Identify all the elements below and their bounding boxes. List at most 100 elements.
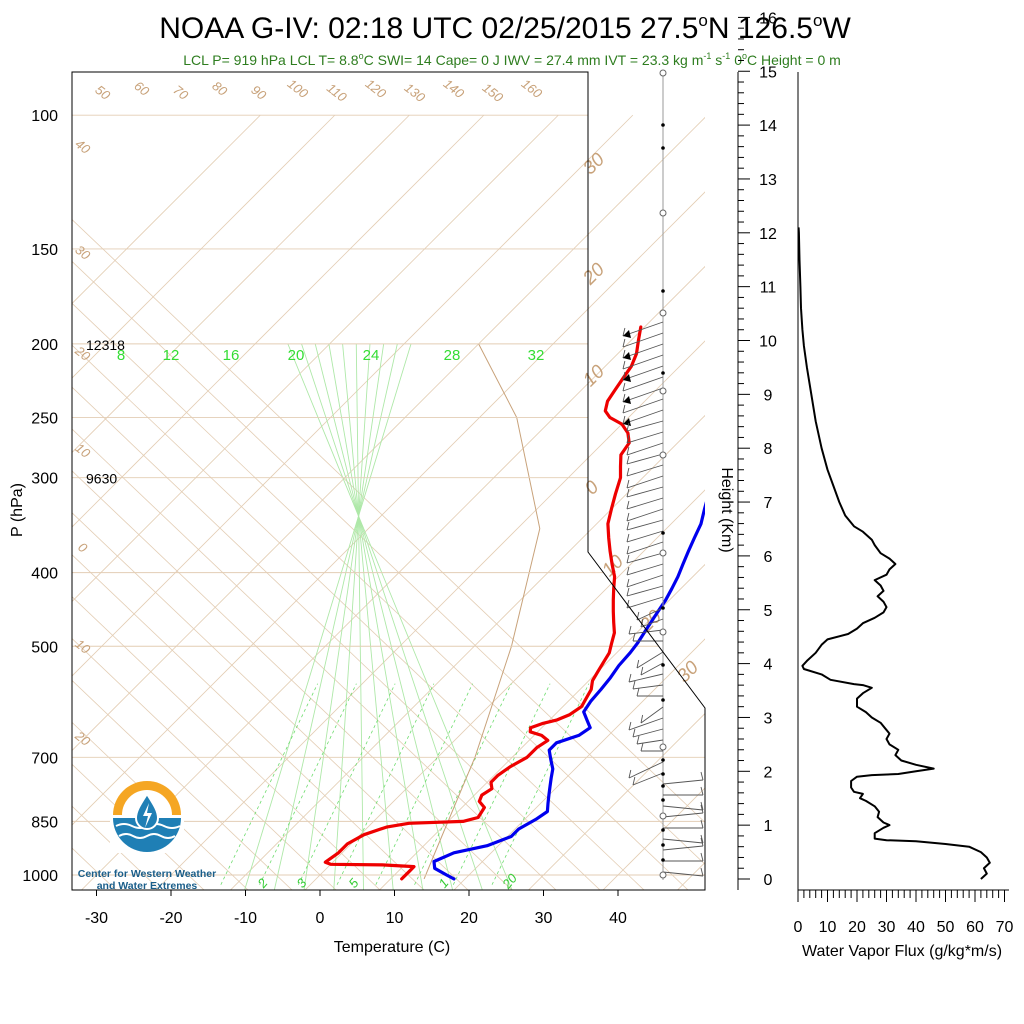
temperature-tick-label: 30 [535,910,553,927]
skewt-background-lines [72,114,705,890]
wind-barb-staff [636,651,664,669]
wind-staff-dot [661,123,665,127]
dewpoint-trace [323,325,643,881]
wind-barb-staff [622,398,664,414]
isotherm-line [155,340,705,890]
isotherm-line [72,114,634,677]
wind-barb-feather [632,632,636,642]
background-line-labels: 50 60 70 80 90 100 110 120 130 140 150 160403020100… [72,76,704,892]
moist-adiabat-line [303,343,385,890]
temperature-tick-label: 0 [316,910,325,927]
wind-staff-circle [659,743,667,751]
temperature-tick-labels: -30 -20 -10 0 10 20 30 40 [85,890,627,927]
wind-barb-feather [700,834,704,844]
isotherm-line [378,563,705,890]
pressure-tick-label: 400 [31,566,58,583]
pressure-tick-label: 200 [31,337,58,354]
mixing-ratio-line [375,683,473,885]
pressure-tick-labels: 100 150 200 250 300 400 500 700 850 1000 [22,108,58,885]
dry-adiabat-label: 150 [480,80,507,106]
wind-barb-feather [626,599,630,609]
wind-barb-staff [640,662,664,676]
mixing-ratio-label: 20 [288,347,305,364]
geopotential-height-label: 12318 [86,337,125,353]
wind-barb-feather [626,545,630,555]
height-tick-label: 11 [760,280,777,297]
wind-staff-dot [661,146,665,150]
wind-barb-staff [632,728,664,738]
pressure-tick-label: 850 [31,814,58,831]
wind-staff-circle [659,451,667,459]
wind-barb-staff [626,530,664,543]
isotherm-line [72,114,485,528]
wind-staff-dot [661,758,665,762]
mixing-ratio-label: 8 [117,347,125,364]
mixing-ratio-label: 12 [163,347,180,364]
wind-barb-feather [700,804,704,814]
wind-barb-feather [640,618,644,628]
wind-staff-dot [661,289,665,293]
flux-tick-labels: 0 10 20 30 40 50 60 70 [794,890,1014,936]
height-tick-label: 5 [764,603,773,620]
wind-barb-staff [640,706,664,724]
wind-barb-feather [622,338,626,348]
wind-barb-staff [626,431,664,444]
flux-tick-label: 20 [848,919,866,936]
wind-staff-dot [661,772,665,776]
moist-adiabat-line [333,343,371,890]
temperature-tick-label: -20 [159,910,182,927]
wind-barb-staff [622,376,664,392]
height-tick-label: 2 [764,764,773,781]
wind-barb-staff [622,354,664,370]
temperature-tick-label: -10 [234,910,257,927]
logo-text-line1: Center for Western Weather [78,868,216,880]
isotherm-line [527,712,705,890]
dry-adiabat-line [72,470,513,890]
moist-adiabat-line [328,343,424,890]
mixing-ratio-line [491,683,590,885]
wind-barb-feather [628,625,632,635]
chart-title: NOAA G-IV: 02:18 UTC 02/25/2015 27.5oN 1… [159,11,851,45]
dry-adiabat-line [72,554,425,890]
wind-barb-feather [632,680,636,690]
logo-wave-2 [118,833,176,839]
dry-adiabat-label-left: 0 [75,539,91,556]
moist-adiabat-line [301,343,483,890]
mixing-ratio-label-lower: 2 [254,875,271,892]
wind-barb-feather [626,434,630,444]
isotherm-line [72,116,705,752]
wind-barb-feather [700,771,704,781]
mixing-ratio-line [259,683,357,885]
dry-adiabat-label: 90 [248,82,269,103]
wind-barb-staff [662,805,704,811]
wind-barb-feather [632,776,636,786]
wind-barb-staff [636,739,664,745]
height-tick-label: 13 [759,172,777,189]
isotherm-line [72,114,336,379]
moist-adiabat-line [287,343,513,890]
isotherm-line [304,489,705,890]
wind-barb-feather [636,659,640,669]
height-tick-label: 10 [759,334,777,351]
isotherm-line [453,638,705,890]
dry-adiabat-label-left: 30 [72,242,93,263]
wind-barb-staff [626,464,664,477]
isotherm-line [72,114,559,603]
wind-barb-staff [632,684,664,690]
height-axis-label: Height (Km) [718,467,735,552]
height-tick-label: 14 [759,118,777,135]
isotherm-label: 10 [579,361,609,391]
dry-adiabat-label: 80 [209,78,230,99]
mixing-ratio-line [336,683,435,885]
temperature-tick-label: 10 [386,910,404,927]
wind-barb-staff [662,838,704,844]
wind-barb-feather [622,404,626,414]
flux-tick-label: 70 [996,919,1014,936]
isotherm-label: 0 [581,477,604,500]
wind-barb-staff [626,486,664,498]
mixing-ratio-label: 28 [444,347,461,364]
dry-adiabat-label-left: 10 [72,440,93,461]
wind-barb-staff [626,574,664,588]
wind-barb-feather [626,521,630,531]
sounding-traces [323,325,705,881]
